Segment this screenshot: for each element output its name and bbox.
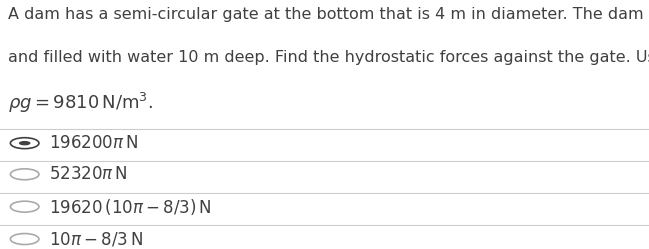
Text: $\rho g = 9810\,\mathrm{N/m^3}.$: $\rho g = 9810\,\mathrm{N/m^3}.$ [8,91,153,115]
Circle shape [19,141,31,145]
Text: $10\pi - 8/3\,\mathrm{N}$: $10\pi - 8/3\,\mathrm{N}$ [49,230,143,248]
Text: and filled with water 10 m deep. Find the hydrostatic forces against the gate. U: and filled with water 10 m deep. Find th… [8,50,649,65]
Text: A dam has a semi-circular gate at the bottom that is 4 m in diameter. The dam is: A dam has a semi-circular gate at the bo… [8,7,649,22]
Text: $19620\,(10\pi - 8/3)\,\mathrm{N}$: $19620\,(10\pi - 8/3)\,\mathrm{N}$ [49,197,211,217]
Text: $52320\pi\,\mathrm{N}$: $52320\pi\,\mathrm{N}$ [49,165,127,183]
Text: $196200\pi\,\mathrm{N}$: $196200\pi\,\mathrm{N}$ [49,134,138,152]
